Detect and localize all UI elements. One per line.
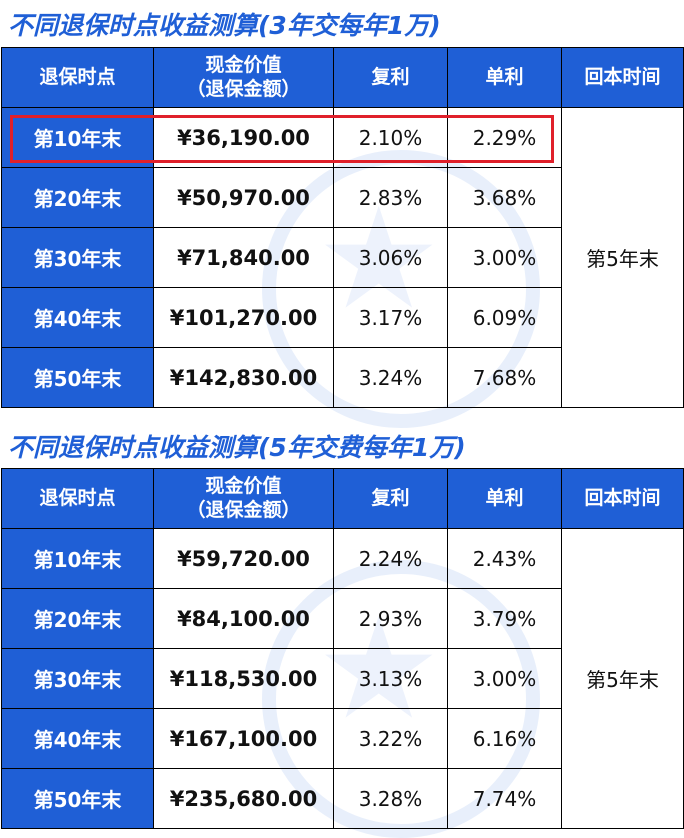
compound-rate-cell: 2.83% bbox=[333, 167, 448, 228]
table-row: 第10年末 ¥59,720.00 2.24% 2.43% 第5年末 bbox=[1, 528, 684, 829]
simple-rate-cell: 3.79% bbox=[447, 588, 562, 649]
table-row: 第50年末 ¥235,680.00 3.28% 7.74% bbox=[1, 768, 684, 829]
compound-rate-cell: 3.13% bbox=[333, 648, 448, 709]
cash-value-cell: ¥36,190.00 bbox=[153, 107, 334, 168]
cash-value-cell: ¥50,970.00 bbox=[153, 167, 334, 228]
table-header-row: 退保时点 现金价值 （退保金额） 复利 单利 回本时间 bbox=[1, 468, 684, 529]
cash-value-cell: ¥71,840.00 bbox=[153, 227, 334, 288]
row-label: 第10年末 bbox=[1, 528, 154, 589]
table-row: 第10年末 ¥36,190.00 2.10% 2.29% 第5年末 bbox=[1, 107, 684, 408]
table-header-row: 退保时点 现金价值 （退保金额） 复利 单利 回本时间 bbox=[1, 47, 684, 108]
section-title: 不同退保时点收益测算(5年交费每年1万) bbox=[8, 433, 466, 462]
table-row: 第30年末 ¥118,530.00 3.13% 3.00% bbox=[1, 648, 684, 709]
simple-rate-cell: 2.43% bbox=[447, 528, 562, 589]
compound-rate-cell: 2.93% bbox=[333, 588, 448, 649]
header-cash-value-line2: （退保金额） bbox=[186, 498, 301, 521]
cash-value-cell: ¥84,100.00 bbox=[153, 588, 334, 649]
header-compound: 复利 bbox=[333, 468, 448, 529]
cash-value-cell: ¥118,530.00 bbox=[153, 648, 334, 709]
simple-rate-cell: 6.09% bbox=[447, 287, 562, 348]
table-row: 第50年末 ¥142,830.00 3.24% 7.68% bbox=[1, 347, 684, 408]
returns-table: 退保时点 现金价值 （退保金额） 复利 单利 回本时间 第10年末 ¥36,19… bbox=[1, 47, 684, 408]
compound-rate-cell: 3.28% bbox=[333, 768, 448, 829]
header-surrender-time: 退保时点 bbox=[1, 47, 154, 108]
row-label: 第20年末 bbox=[1, 167, 154, 228]
simple-rate-cell: 7.68% bbox=[447, 347, 562, 408]
header-cash-value-line2: （退保金额） bbox=[186, 77, 301, 100]
row-label: 第40年末 bbox=[1, 708, 154, 769]
simple-rate-cell: 3.00% bbox=[447, 227, 562, 288]
header-cash-value-line1: 现金价值 bbox=[205, 53, 282, 76]
table-row: 第20年末 ¥84,100.00 2.93% 3.79% bbox=[1, 588, 684, 649]
table-row: 第30年末 ¥71,840.00 3.06% 3.00% bbox=[1, 227, 684, 288]
simple-rate-cell: 3.00% bbox=[447, 648, 562, 709]
section-title: 不同退保时点收益测算(3年交每年1万) bbox=[8, 11, 441, 40]
header-cash-value: 现金价值 （退保金额） bbox=[153, 468, 334, 529]
payback-cell: 第5年末 bbox=[561, 107, 684, 408]
table-row: 第40年末 ¥167,100.00 3.22% 6.16% bbox=[1, 708, 684, 769]
header-compound: 复利 bbox=[333, 47, 448, 108]
header-cash-value-line1: 现金价值 bbox=[205, 474, 282, 497]
compound-rate-cell: 2.24% bbox=[333, 528, 448, 589]
header-surrender-time: 退保时点 bbox=[1, 468, 154, 529]
row-label: 第20年末 bbox=[1, 588, 154, 649]
simple-rate-cell: 2.29% bbox=[447, 107, 562, 168]
returns-table: 退保时点 现金价值 （退保金额） 复利 单利 回本时间 第10年末 ¥59,72… bbox=[1, 468, 684, 829]
header-payback: 回本时间 bbox=[561, 47, 684, 108]
simple-rate-cell: 6.16% bbox=[447, 708, 562, 769]
simple-rate-cell: 3.68% bbox=[447, 167, 562, 228]
compound-rate-cell: 3.06% bbox=[333, 227, 448, 288]
cash-value-cell: ¥167,100.00 bbox=[153, 708, 334, 769]
row-label: 第30年末 bbox=[1, 648, 154, 709]
header-simple: 单利 bbox=[447, 47, 562, 108]
cash-value-cell: ¥59,720.00 bbox=[153, 528, 334, 589]
row-label: 第40年末 bbox=[1, 287, 154, 348]
compound-rate-cell: 3.24% bbox=[333, 347, 448, 408]
compound-rate-cell: 3.22% bbox=[333, 708, 448, 769]
header-simple: 单利 bbox=[447, 468, 562, 529]
header-payback: 回本时间 bbox=[561, 468, 684, 529]
compound-rate-cell: 3.17% bbox=[333, 287, 448, 348]
cash-value-cell: ¥235,680.00 bbox=[153, 768, 334, 829]
header-cash-value: 现金价值 （退保金额） bbox=[153, 47, 334, 108]
row-label: 第30年末 bbox=[1, 227, 154, 288]
row-label: 第50年末 bbox=[1, 768, 154, 829]
row-label: 第10年末 bbox=[1, 107, 154, 168]
cash-value-cell: ¥142,830.00 bbox=[153, 347, 334, 408]
payback-cell: 第5年末 bbox=[561, 528, 684, 829]
cash-value-cell: ¥101,270.00 bbox=[153, 287, 334, 348]
row-label: 第50年末 bbox=[1, 347, 154, 408]
compound-rate-cell: 2.10% bbox=[333, 107, 448, 168]
table-row: 第40年末 ¥101,270.00 3.17% 6.09% bbox=[1, 287, 684, 348]
simple-rate-cell: 7.74% bbox=[447, 768, 562, 829]
